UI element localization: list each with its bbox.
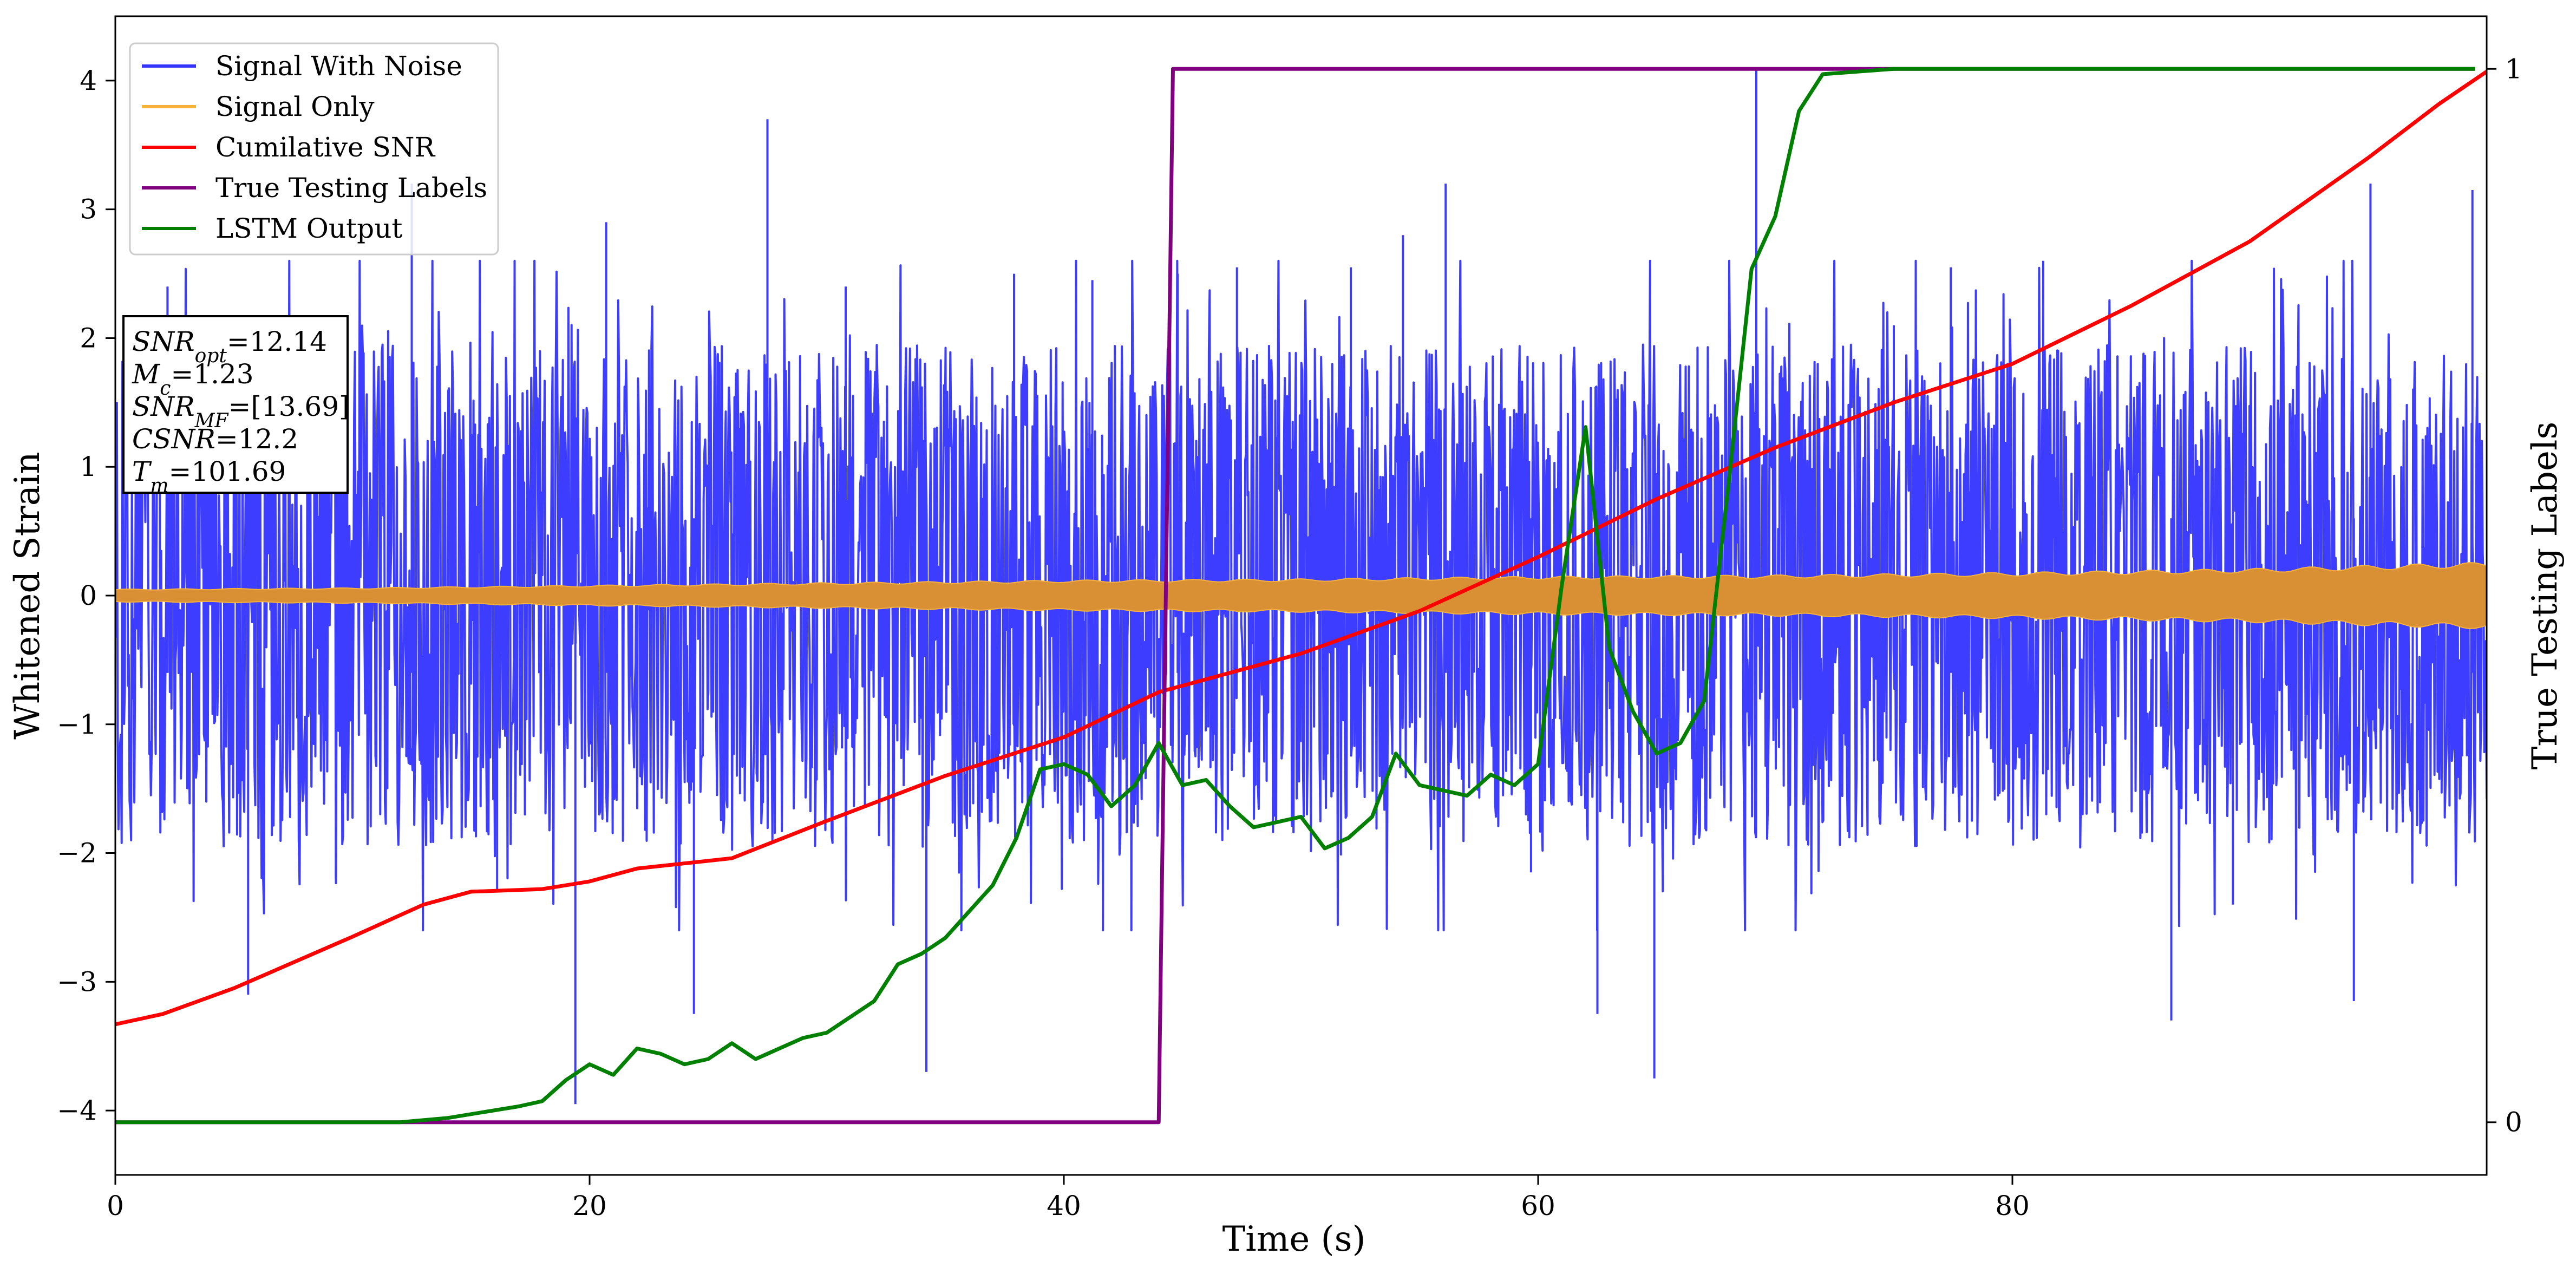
y-axis-label: Whitened Strain <box>8 452 48 739</box>
legend-label: True Testing Labels <box>215 172 487 204</box>
annotation-line: SNRMF=[13.69] <box>132 391 350 432</box>
series-signal-with-noise <box>115 68 2487 1105</box>
annotation-frame <box>122 315 349 494</box>
legend-entry: LSTM Output <box>142 213 402 244</box>
legend-label: Signal Only <box>215 91 375 122</box>
legend-label: LSTM Output <box>215 213 402 244</box>
y-tick-label: 4 <box>80 65 97 96</box>
legend-entry: Signal With Noise <box>142 50 462 82</box>
annotation-box: SNRopt=12.14Mc=1.23SNRMF=[13.69]CSNR=12.… <box>122 315 350 497</box>
x-axis-label: Time (s) <box>1222 1219 1366 1259</box>
plot-area <box>115 67 2487 1125</box>
legend-entry: Cumilative SNR <box>142 132 435 163</box>
series-cumilative-snr <box>115 70 2487 1027</box>
y-tick-label: 3 <box>80 194 97 225</box>
legend: Signal With Noise Signal Only Cumilative S… <box>129 42 499 256</box>
annotation-line: CSNR=12.2 <box>132 423 298 455</box>
series-true-testing-labels <box>115 67 2475 1125</box>
y-tick-label: −3 <box>57 966 97 997</box>
legend-label: Cumilative SNR <box>215 132 435 163</box>
x-tick-label: 60 <box>1521 1190 1555 1221</box>
legend-frame <box>129 42 499 256</box>
y-tick-label: −2 <box>57 838 97 869</box>
y-axis-right-label: True Testing Labels <box>2525 422 2565 770</box>
x-tick-label: 0 <box>107 1190 124 1221</box>
y-right-tick-label: 0 <box>2505 1107 2522 1138</box>
x-tick-label: 20 <box>572 1190 607 1221</box>
annotation-line: SNRopt=12.14 <box>132 326 327 367</box>
legend-entry: Signal Only <box>142 91 375 122</box>
x-tick-label: 40 <box>1047 1190 1081 1221</box>
x-tick-label: 80 <box>1995 1190 2030 1221</box>
series-lstm-output <box>115 67 2475 1125</box>
y-tick-label: 2 <box>80 322 97 354</box>
y-tick-label: −1 <box>57 709 97 740</box>
series-signal-only <box>115 562 2487 629</box>
annotation-line: Mc=1.23 <box>132 358 254 400</box>
y-tick-label: −4 <box>57 1095 97 1126</box>
annotation-line: Tm=101.69 <box>132 456 286 497</box>
y-right-tick-label: 1 <box>2505 53 2522 84</box>
y-tick-label: 1 <box>80 451 97 482</box>
legend-label: Signal With Noise <box>215 50 462 82</box>
y-tick-label: 0 <box>80 580 97 611</box>
legend-entry: True Testing Labels <box>142 172 487 204</box>
